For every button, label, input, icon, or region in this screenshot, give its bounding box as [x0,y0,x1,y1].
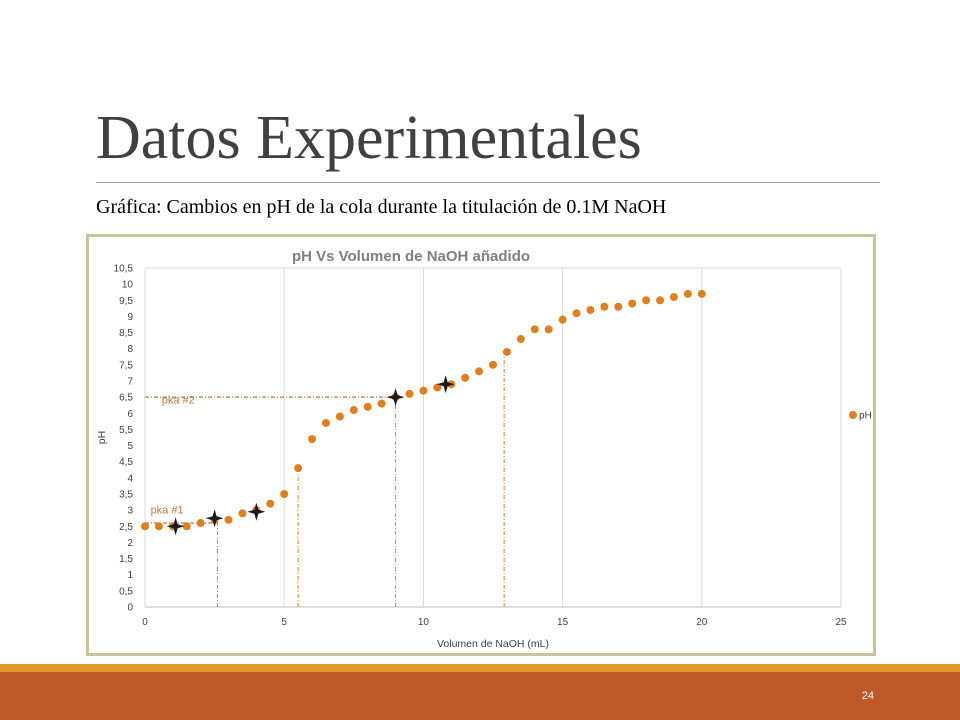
page-number: 24 [861,690,874,702]
y-tick-label: 7 [127,377,133,388]
x-tick-label: 5 [281,617,287,628]
chart-frame: 0 5 10 15 20 25 0 0,5 1 1,5 2 2,5 3 3,5 4 4,5 5 5,5 6 6,5 7 7… [86,234,876,656]
y-tick-label: 0,5 [119,586,133,597]
data-point [363,402,372,411]
y-axis-title: pH [96,431,108,444]
data-point [516,335,525,344]
y-tick-label: 8 [127,344,133,355]
y-tick-label: 0 [127,603,133,614]
legend-swatch [849,411,857,419]
pka-annotation: pka #2 [162,395,195,407]
data-point [656,296,665,305]
footer-accent-bar [0,664,960,672]
data-point [196,519,205,528]
x-tick-label: 20 [696,617,708,628]
x-tick-label: 15 [557,617,569,628]
data-point [349,406,358,415]
pka-star-marker [166,517,185,536]
data-point [405,389,414,398]
x-axis-title: Volumen de NaOH (mL) [437,638,549,650]
data-point [461,373,470,382]
y-tick-label: 1,5 [119,554,133,565]
data-point [419,386,428,395]
data-point [308,435,317,444]
y-tick-label: 10 [122,280,134,291]
x-tick-label: 0 [142,617,148,628]
chart-caption: Gráfica: Cambios en pH de la cola durant… [96,196,667,218]
data-point [530,325,539,334]
title-divider [96,182,880,183]
y-tick-label: 6 [127,409,133,420]
y-tick-label: 4,5 [119,457,133,468]
y-tick-label: 10,5 [114,264,134,275]
data-point [544,325,553,334]
y-tick-label: 6,5 [119,393,133,404]
y-tick-label: 5 [127,441,133,452]
y-tick-label: 2,5 [119,522,133,533]
y-tick-label: 2 [127,538,133,549]
data-point [502,347,511,356]
data-point [489,360,497,369]
pka-star-marker [247,502,266,521]
y-tick-label: 7,5 [119,360,133,371]
y-tick-label: 3,5 [119,490,133,501]
data-point [266,499,275,508]
y-tick-label: 9 [127,312,133,323]
data-point [321,418,330,427]
data-point [600,302,609,311]
slide-title: Datos Experimentales [96,104,642,172]
data-point [614,302,623,311]
pka-annotation: pka #1 [151,504,184,516]
x-tick-label: 10 [418,617,430,628]
data-point [697,289,706,298]
data-point [642,296,651,305]
chart: 0 5 10 15 20 25 0 0,5 1 1,5 2 2,5 3 3,5 4 4,5 5 5,5 6 6,5 7 7… [96,248,872,650]
y-tick-label: 8,5 [119,328,133,339]
y-tick-label: 1 [127,570,133,581]
y-tick-label: 4 [127,473,133,484]
footer-bar [0,672,960,720]
data-point [238,509,247,518]
data-point [586,305,595,314]
data-point [433,383,442,392]
data-point [335,412,344,421]
data-point [475,367,484,376]
data-point [683,289,692,298]
data-point [141,522,149,531]
data-point [294,464,303,473]
data-point [377,399,386,408]
data-point [572,309,581,318]
data-point [224,515,233,524]
pka-star-marker [386,388,405,407]
x-tick-label: 25 [835,617,847,628]
chart-title: pH Vs Volumen de NaOH añadido [292,248,530,265]
y-tick-label: 5,5 [119,425,133,436]
pka-star-marker [205,509,224,528]
legend-label: pH [859,411,872,422]
y-tick-label: 3 [127,506,133,517]
data-point [280,490,289,498]
data-point [154,522,163,531]
data-point [558,315,567,324]
data-point [669,293,678,302]
data-point [182,522,191,531]
data-point [628,299,637,308]
y-tick-label: 9,5 [119,296,133,307]
pka-star-marker [436,375,455,394]
